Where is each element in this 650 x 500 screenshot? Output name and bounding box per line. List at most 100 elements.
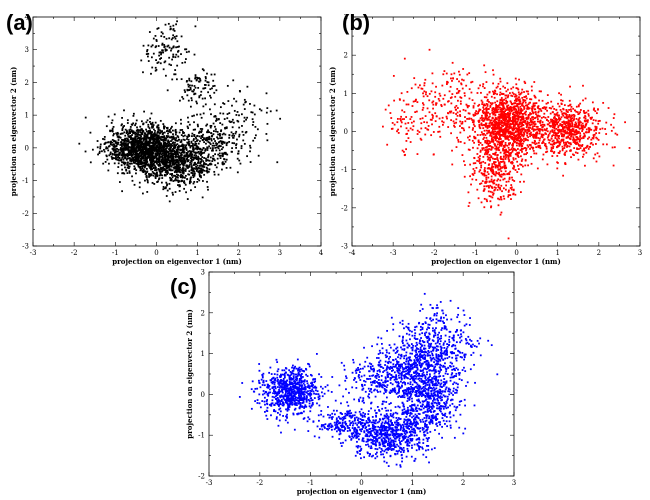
data-point (115, 144, 118, 147)
data-point (137, 144, 140, 147)
data-point (180, 139, 183, 142)
data-point (517, 131, 519, 133)
data-point (180, 134, 183, 137)
data-point (253, 137, 256, 139)
data-point (150, 154, 153, 157)
data-point (497, 116, 500, 119)
data-point (584, 117, 587, 120)
data-point (173, 36, 176, 38)
data-point (177, 184, 179, 186)
data-point (503, 98, 506, 101)
data-point (128, 167, 130, 170)
data-point (176, 160, 179, 163)
data-point (556, 111, 559, 114)
data-point (519, 100, 522, 103)
data-point (558, 137, 560, 140)
data-point (154, 141, 157, 144)
data-point (490, 119, 493, 122)
data-point (188, 182, 191, 185)
data-point (140, 156, 143, 159)
data-point (170, 144, 172, 147)
data-point (535, 142, 538, 145)
data-point (491, 102, 494, 105)
data-point (97, 153, 99, 156)
data-point (508, 127, 511, 129)
data-point (212, 147, 214, 149)
data-point (256, 128, 259, 131)
data-point (185, 144, 188, 147)
data-point (183, 158, 186, 161)
data-point (124, 148, 127, 151)
data-point (208, 145, 210, 148)
data-point (195, 154, 198, 157)
data-point (189, 157, 192, 159)
data-point (152, 163, 155, 165)
data-point (200, 169, 203, 171)
data-point (498, 142, 501, 145)
data-point (159, 156, 161, 159)
data-point (165, 145, 167, 148)
data-point (533, 108, 536, 111)
data-point (548, 107, 551, 109)
data-point (144, 147, 147, 150)
data-point (523, 112, 526, 115)
data-point (178, 190, 181, 192)
data-point (128, 152, 131, 155)
data-point (143, 154, 146, 156)
data-point (213, 115, 216, 118)
data-point (483, 206, 486, 209)
data-point (545, 129, 547, 132)
data-point (555, 119, 558, 122)
data-point (142, 71, 144, 74)
data-point (513, 106, 516, 109)
data-point (530, 98, 533, 101)
data-point (514, 102, 517, 105)
data-point (522, 134, 525, 137)
data-point (244, 101, 247, 104)
data-point (155, 174, 157, 177)
data-point (179, 168, 181, 171)
data-point (472, 174, 475, 176)
data-point (211, 134, 214, 137)
data-point (184, 168, 187, 171)
data-point (224, 160, 227, 163)
data-point (202, 133, 204, 136)
data-point (527, 115, 530, 118)
data-point (553, 127, 556, 130)
data-point (522, 99, 525, 101)
data-point (181, 156, 184, 159)
data-point (584, 112, 586, 115)
data-point (176, 152, 179, 155)
data-point (491, 117, 494, 120)
data-point (175, 35, 178, 38)
data-point (199, 113, 202, 116)
data-point (204, 87, 207, 89)
data-point (524, 121, 526, 124)
data-point (182, 97, 185, 100)
data-point (170, 169, 172, 172)
data-point (135, 172, 137, 175)
data-point (537, 107, 539, 109)
data-point (146, 191, 149, 193)
data-point (160, 53, 162, 56)
data-point (226, 84, 229, 87)
data-point (149, 159, 151, 162)
data-point (144, 161, 147, 164)
data-point (145, 130, 148, 133)
data-point (191, 153, 193, 156)
data-point (113, 133, 115, 135)
data-point (512, 158, 515, 161)
data-point (505, 184, 507, 187)
data-point (533, 125, 536, 127)
data-point (514, 93, 517, 96)
data-point (502, 85, 505, 88)
data-point (185, 51, 188, 54)
data-point (113, 113, 116, 116)
data-point (159, 172, 162, 175)
data-point (584, 115, 587, 118)
data-point (516, 120, 519, 123)
data-point (142, 144, 145, 147)
data-point (132, 160, 135, 163)
data-point (265, 92, 268, 95)
data-point (240, 113, 243, 116)
